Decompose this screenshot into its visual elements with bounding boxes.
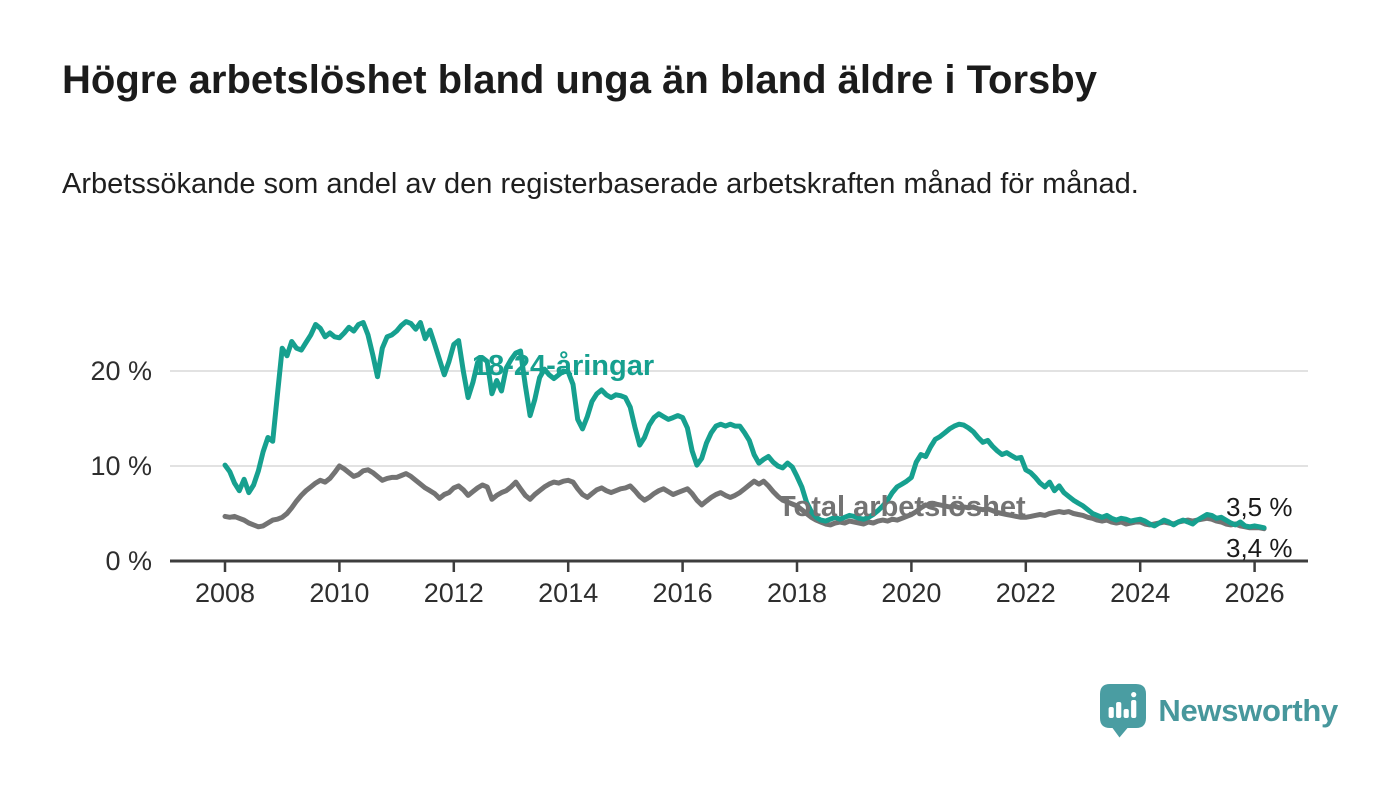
series-label-0: Total arbetslöshet xyxy=(778,491,1026,523)
page-title: Högre arbetslöshet bland unga än bland ä… xyxy=(62,58,1097,102)
x-tick-label-2014: 2014 xyxy=(538,578,598,608)
series-label-1: 18-24-åringar xyxy=(472,350,654,382)
newsworthy-logo-text: Newsworthy xyxy=(1158,693,1338,728)
y-tick-label-20: 20 % xyxy=(90,356,152,386)
end-label-0: 3,4 % xyxy=(1226,533,1293,563)
x-tick-label-2016: 2016 xyxy=(653,578,713,608)
series-line-0 xyxy=(222,463,1267,532)
x-tick-label-2018: 2018 xyxy=(767,578,827,608)
end-label-1: 3,5 % xyxy=(1226,492,1293,522)
y-tick-label-0: 0 % xyxy=(105,546,152,576)
x-tick-label-2026: 2026 xyxy=(1225,578,1285,608)
unemployment-line-chart: 0 % 10 % 20 % 2008 2010 2012 2014 2016 2018 2020 2… xyxy=(90,319,1308,608)
x-tick-label-2012: 2012 xyxy=(424,578,484,608)
x-tick-label-2024: 2024 xyxy=(1110,578,1170,608)
logo-exclamation-dot xyxy=(1131,692,1137,698)
x-tick-label-2022: 2022 xyxy=(996,578,1056,608)
x-tick-label-2020: 2020 xyxy=(881,578,941,608)
logo-exclamation-bar xyxy=(1131,700,1137,718)
x-tick-label-2008: 2008 xyxy=(195,578,255,608)
newsworthy-logo-icon xyxy=(1100,684,1147,738)
series-line-1 xyxy=(222,319,1267,531)
y-tick-label-10: 10 % xyxy=(90,451,152,481)
newsworthy-logo: Newsworthy xyxy=(1100,684,1338,738)
logo-bar-2 xyxy=(1116,702,1122,718)
logo-bar-1 xyxy=(1108,707,1115,718)
x-tick-label-2010: 2010 xyxy=(309,578,369,608)
chart-subtitle: Arbetssökande som andel av den registerb… xyxy=(62,168,1139,200)
logo-bar-3 xyxy=(1123,709,1130,718)
